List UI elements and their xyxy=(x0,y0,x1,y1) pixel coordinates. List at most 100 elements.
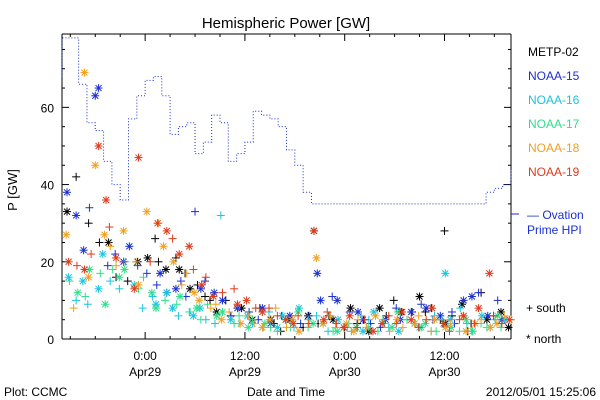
south-plus-point xyxy=(398,323,407,332)
south-plus-point xyxy=(216,211,225,220)
north-star-point xyxy=(371,311,380,320)
north-star-point xyxy=(467,292,476,301)
north-star-point xyxy=(112,253,121,262)
north-star-point xyxy=(407,315,416,324)
y-tick-group: 0 20 40 60 xyxy=(41,48,511,347)
south-plus-point xyxy=(96,269,105,278)
south-plus-point xyxy=(417,300,426,309)
point-stroke xyxy=(460,312,467,320)
north-star-point xyxy=(236,319,245,328)
legend-entry: METP-02 xyxy=(528,45,579,59)
north-star-point xyxy=(486,323,495,332)
south-plus-point xyxy=(282,323,291,332)
north-star-point xyxy=(459,296,468,305)
north-star-point xyxy=(185,242,194,251)
south-plus-point xyxy=(331,323,340,332)
point-stroke xyxy=(135,154,142,161)
point-stroke xyxy=(278,312,286,320)
x-axis-label: Date and Time xyxy=(247,385,325,399)
south-plus-point xyxy=(152,280,161,289)
north-star-point xyxy=(189,311,198,320)
y-tick-label: 40 xyxy=(41,179,55,193)
north-star-point xyxy=(313,269,322,278)
legend-entry: NOAA-19 xyxy=(528,165,580,179)
south-plus-point xyxy=(384,311,393,320)
north-star-point xyxy=(319,319,328,328)
south-plus-point xyxy=(456,304,465,313)
south-plus-point xyxy=(182,269,191,278)
point-stroke xyxy=(121,266,128,273)
south-plus-point xyxy=(328,292,337,301)
point-stroke xyxy=(195,297,203,304)
south-plus-point xyxy=(81,292,90,301)
south-plus-point xyxy=(489,311,498,320)
point-stroke xyxy=(219,297,226,304)
point-stroke xyxy=(79,277,87,285)
south-plus-point xyxy=(218,288,227,297)
north-star-point xyxy=(281,315,290,324)
footer-timestamp: 2012/05/01 15:25:06 xyxy=(486,385,596,399)
point-stroke xyxy=(169,304,176,312)
south-plus-point xyxy=(176,277,185,286)
point-stroke xyxy=(227,316,235,324)
north-star-point xyxy=(358,327,367,336)
point-stroke xyxy=(74,289,82,297)
point-stroke xyxy=(422,304,430,312)
point-stroke xyxy=(170,258,177,266)
point-stroke xyxy=(350,327,358,335)
north-star-point xyxy=(195,296,204,305)
ovation-step-path xyxy=(61,37,512,205)
point-stroke xyxy=(116,273,123,281)
north-star-point xyxy=(316,296,325,305)
point-stroke xyxy=(72,212,80,219)
south-plus-point xyxy=(185,307,194,316)
legend-entry: NOAA-17 xyxy=(528,117,580,131)
point-stroke xyxy=(63,208,71,215)
south-plus-point xyxy=(389,296,398,305)
south-plus-point xyxy=(85,203,94,212)
south-plus-point xyxy=(304,319,313,328)
satellite-legend: METP-02 NOAA-15 NOAA-16 NOAA-17 NOAA-18 NOAA-… xyxy=(528,45,580,179)
north-star-point xyxy=(333,327,342,336)
point-stroke xyxy=(91,92,99,100)
point-stroke xyxy=(130,285,138,293)
x-tick-label-time: 12:00 xyxy=(230,349,260,363)
point-stroke xyxy=(95,285,102,293)
south-plus-point xyxy=(493,296,502,305)
north-star-point xyxy=(421,319,430,328)
point-stroke xyxy=(154,219,161,227)
north-star-point xyxy=(294,327,303,336)
north-star-point xyxy=(192,304,201,313)
ovation-legend-line2: Prime HPI xyxy=(527,223,582,237)
south-plus-point xyxy=(474,288,483,297)
point-stroke xyxy=(218,316,225,324)
point-stroke xyxy=(317,297,324,304)
south-plus-point xyxy=(138,304,147,313)
point-stroke xyxy=(234,300,241,308)
north-star-point xyxy=(102,196,111,205)
north-star-point xyxy=(101,300,110,309)
north-star-point xyxy=(134,153,143,162)
south-plus-point xyxy=(174,311,183,320)
point-stroke xyxy=(80,246,87,254)
south-plus-point xyxy=(323,307,332,316)
north-star-point xyxy=(94,141,103,150)
point-stroke xyxy=(340,324,348,331)
point-stroke xyxy=(86,266,93,273)
north-star-point xyxy=(346,304,355,313)
north-star-point xyxy=(309,226,318,235)
north-star-point xyxy=(505,315,514,324)
south-plus-point xyxy=(357,311,366,320)
south-plus-point xyxy=(470,319,479,328)
south-plus-point xyxy=(106,277,115,286)
south-plus-point xyxy=(154,257,163,266)
south-plus-point xyxy=(353,323,362,332)
south-plus-point xyxy=(225,307,234,316)
point-stroke xyxy=(505,324,512,331)
data-points xyxy=(62,68,515,336)
point-stroke xyxy=(288,316,296,324)
north-star-point xyxy=(233,300,242,309)
x-tick-label-time: 0:00 xyxy=(333,349,357,363)
north-star-point xyxy=(258,323,267,332)
